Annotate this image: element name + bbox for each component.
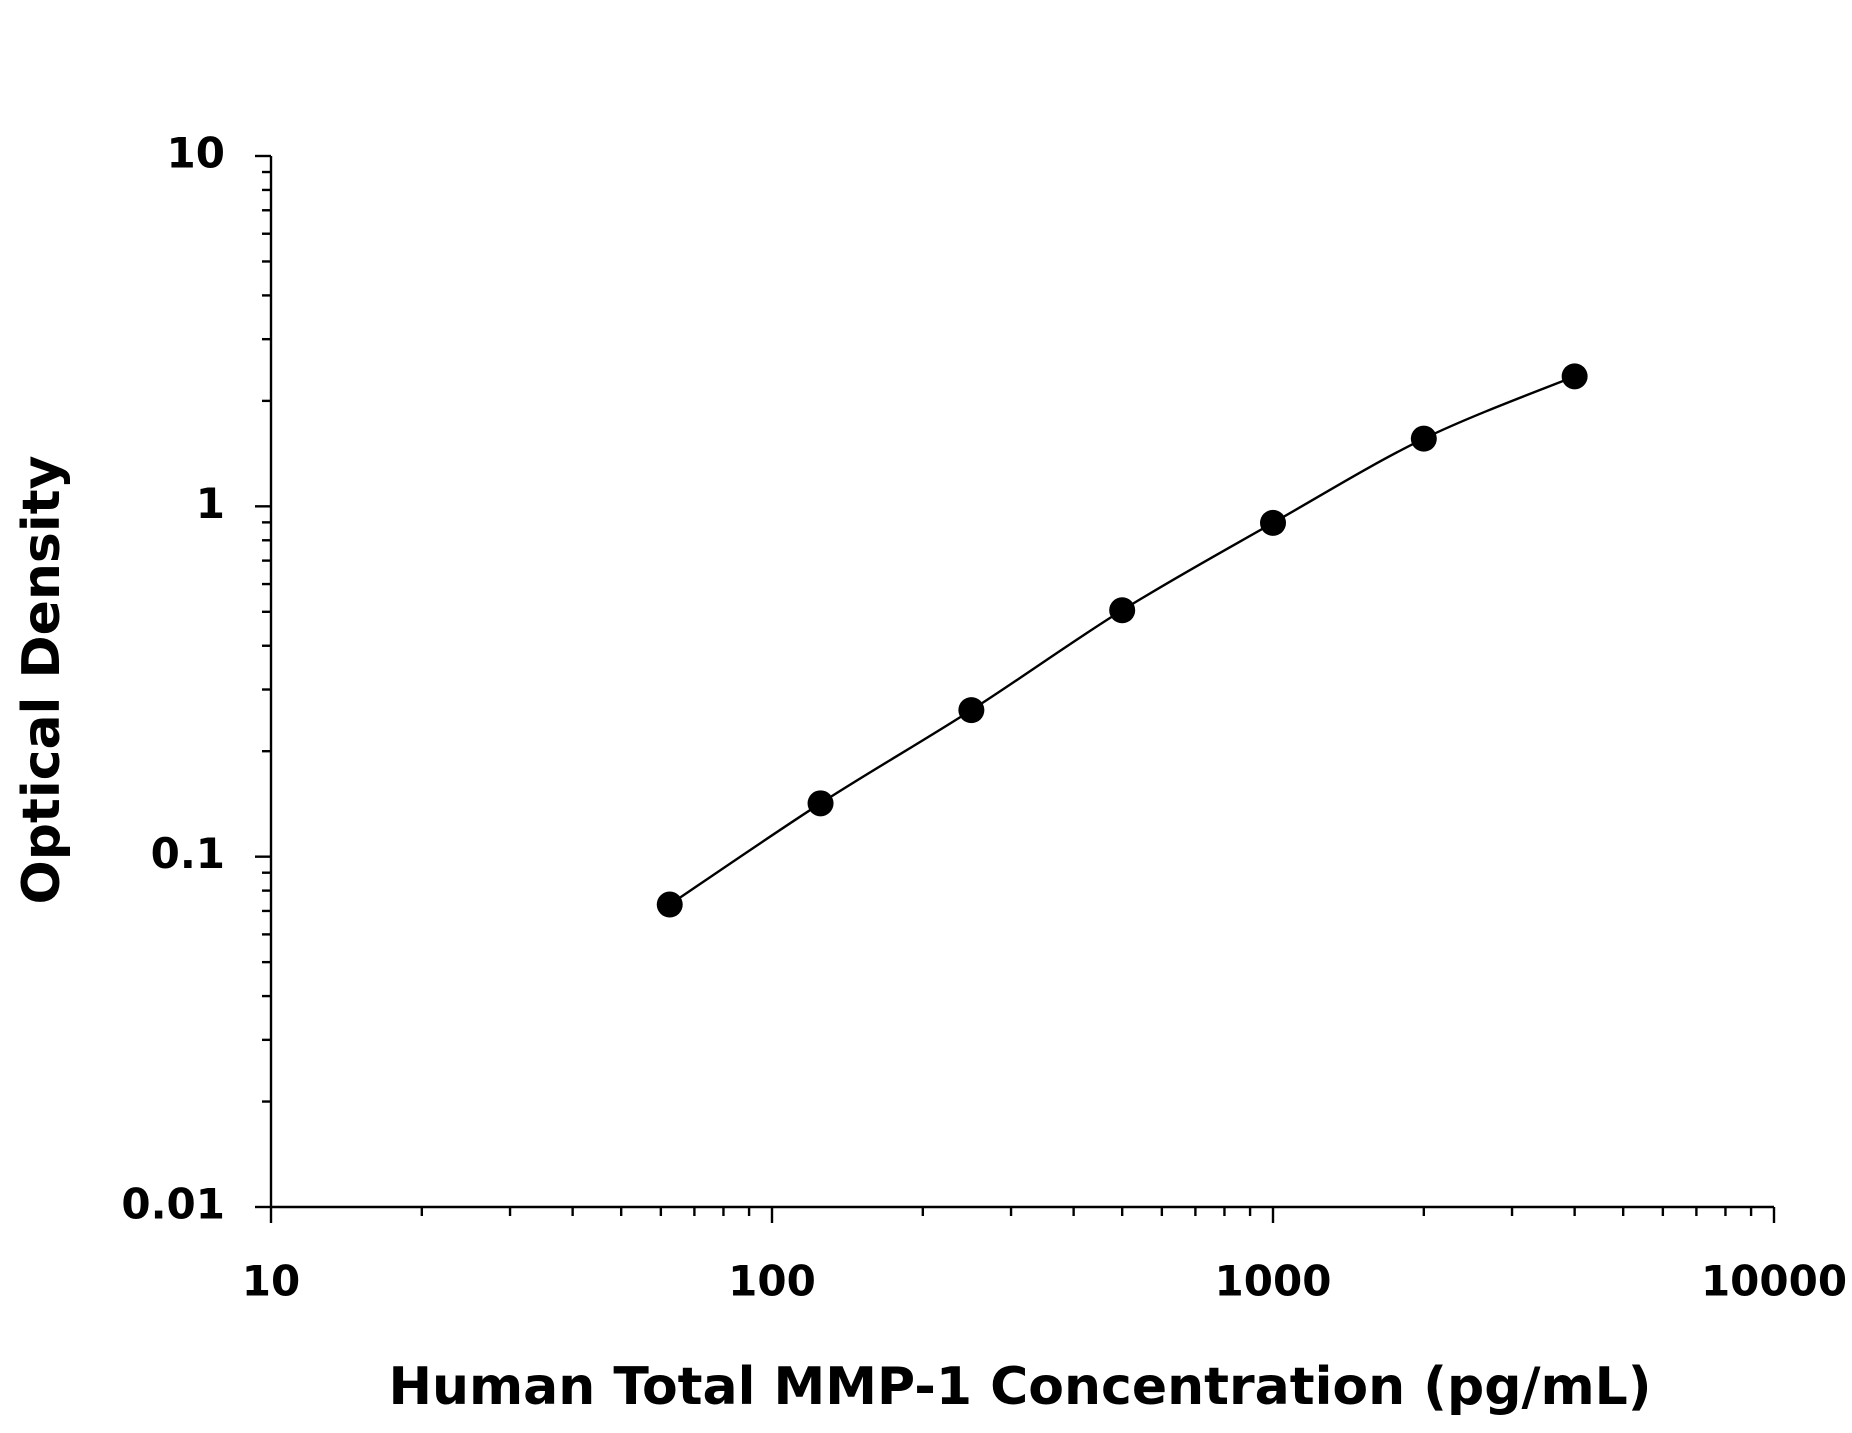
x-tick-label: 10000 (1701, 1257, 1847, 1306)
y-tick-label: 0.01 (121, 1180, 225, 1229)
x-tick-label: 1000 (1215, 1257, 1332, 1306)
x-axis-label: Human Total MMP-1 Concentration (pg/mL) (388, 1357, 1651, 1417)
y-tick-label: 10 (167, 129, 225, 178)
data-point (807, 790, 834, 817)
y-tick-label: 1 (196, 479, 225, 528)
data-point (656, 891, 683, 918)
y-axis-label: Optical Density (12, 456, 72, 905)
y-tick-label: 0.1 (151, 829, 225, 878)
series-line (669, 375, 1576, 906)
data-point (1109, 597, 1136, 624)
data-point (1561, 363, 1588, 390)
x-tick-label: 100 (728, 1257, 816, 1306)
data-point (958, 697, 985, 724)
data-point (1410, 425, 1437, 452)
x-tick-label: 10 (242, 1257, 300, 1306)
data-point (1260, 509, 1286, 536)
